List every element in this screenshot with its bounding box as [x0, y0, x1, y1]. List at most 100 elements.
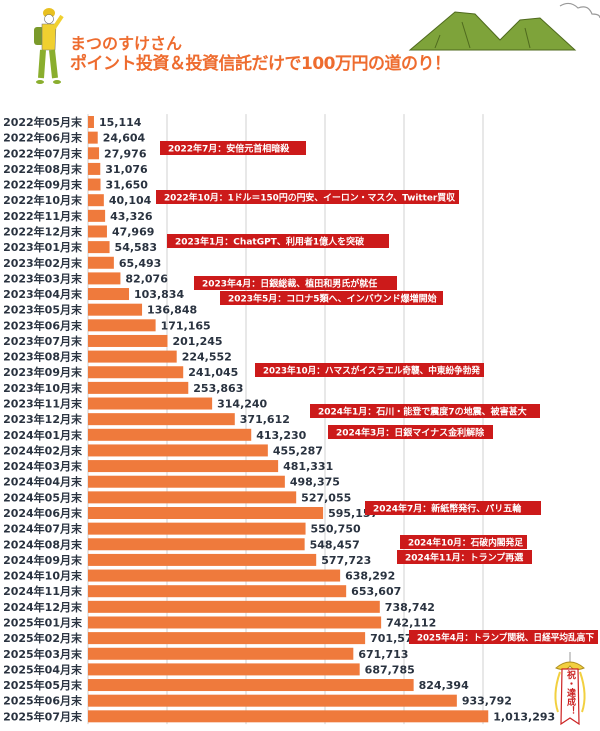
value-label: 40,104	[109, 194, 152, 207]
category-label: 2023年05月末	[3, 303, 83, 317]
bar	[88, 397, 213, 410]
value-label: 498,375	[290, 476, 340, 489]
value-label: 933,792	[462, 695, 512, 708]
event-annotation: 2024年11月：トランプ再選	[397, 550, 532, 564]
bar	[88, 663, 360, 676]
bar	[88, 694, 457, 707]
category-label: 2025年01月末	[3, 615, 83, 629]
category-label: 2022年10月末	[3, 193, 83, 207]
category-label: 2024年04月末	[3, 475, 83, 489]
category-label: 2022年11月末	[3, 209, 83, 223]
bar	[88, 209, 106, 222]
value-label: 103,834	[134, 288, 184, 301]
annotation-text: 2023年5月：コロナ5類へ、インバウンド爆増開始	[228, 293, 437, 305]
category-label: 2022年07月末	[3, 146, 83, 160]
value-label: 550,750	[311, 523, 361, 536]
category-label: 2024年06月末	[3, 506, 83, 520]
value-label: 638,292	[345, 570, 395, 583]
annotation-text: 2024年3月：日銀マイナス金利解除	[336, 427, 485, 439]
value-label: 65,493	[119, 257, 161, 270]
annotation-text: 2022年10月：1ドル＝150円の円安、イーロン・マスク、Twitter買収	[164, 192, 456, 204]
event-annotation: 2025年4月：トランプ関税、日経平均乱高下	[409, 630, 598, 644]
bar	[88, 585, 347, 598]
annotation-text: 2024年11月：トランプ再選	[405, 552, 524, 564]
category-label: 2024年12月末	[3, 600, 83, 614]
bar	[88, 225, 107, 238]
annotation-text: 2024年10月：石破内閣発足	[408, 537, 524, 549]
value-label: 47,969	[112, 225, 154, 238]
bar	[88, 241, 110, 254]
bar	[88, 381, 189, 394]
bar	[88, 413, 235, 426]
category-label: 2023年07月末	[3, 334, 83, 348]
value-label: 455,287	[273, 444, 323, 457]
value-label: 527,055	[301, 491, 351, 504]
category-label: 2023年01月末	[3, 240, 83, 254]
event-annotation: 2022年7月：安倍元首相暗殺	[160, 141, 306, 155]
value-label: 136,848	[147, 304, 197, 317]
bar	[88, 569, 341, 582]
category-label: 2024年09月末	[3, 553, 83, 567]
event-annotation: 2023年5月：コロナ5類へ、インバウンド爆増開始	[220, 291, 443, 305]
value-label: 31,650	[106, 179, 149, 192]
value-label: 548,457	[310, 538, 360, 551]
category-label: 2025年07月末	[3, 709, 83, 723]
value-label: 314,240	[217, 398, 267, 411]
bar	[88, 522, 306, 535]
value-label: 687,785	[365, 663, 415, 676]
bar	[88, 616, 382, 629]
category-label: 2023年08月末	[3, 350, 83, 364]
annotation-text: 2023年4月：日銀総裁、植田和男氏が就任	[202, 278, 377, 290]
event-annotation: 2024年3月：日銀マイナス金利解除	[328, 425, 493, 439]
event-annotation: 2024年7月：新紙幣発行、パリ五輪	[365, 501, 541, 515]
bar	[88, 647, 354, 660]
bar	[88, 460, 279, 473]
bar	[88, 256, 114, 269]
annotation-text: 2023年1月：ChatGPT、利用者1億人を突破	[175, 236, 365, 248]
value-label: 171,165	[161, 319, 211, 332]
category-label: 2024年01月末	[3, 428, 83, 442]
category-label: 2022年08月末	[3, 162, 83, 176]
category-label: 2023年06月末	[3, 318, 83, 332]
bar	[88, 288, 130, 301]
value-label: 224,552	[182, 351, 232, 364]
annotation-text: 2023年10月：ハマスがイスラエル奇襲、中東紛争勃発	[263, 365, 481, 377]
annotation-text: 2024年7月：新紙幣発行、パリ五輪	[373, 503, 522, 515]
bar	[88, 162, 101, 175]
category-label: 2023年11月末	[3, 397, 83, 411]
bar	[88, 507, 324, 519]
bar	[88, 350, 177, 363]
category-label: 2025年02月末	[3, 631, 83, 645]
value-label: 671,713	[358, 648, 408, 661]
category-label: 2023年10月末	[3, 381, 83, 395]
category-label: 2025年03月末	[3, 647, 83, 661]
value-label: 1,013,293	[493, 710, 555, 723]
event-annotation: 2023年10月：ハマスがイスラエル奇襲、中東紛争勃発	[255, 363, 484, 377]
bar	[88, 319, 156, 332]
bar	[88, 303, 143, 316]
value-label: 738,742	[385, 601, 435, 614]
bar	[88, 632, 366, 645]
category-label: 2022年05月末	[3, 115, 83, 129]
value-label: 27,976	[104, 147, 147, 160]
value-label: 15,114	[99, 116, 142, 129]
bar	[88, 710, 489, 723]
event-annotation: 2024年10月：石破内閣発足	[400, 535, 527, 549]
value-label: 577,723	[321, 554, 371, 567]
bar	[88, 538, 305, 551]
category-label: 2023年03月末	[3, 271, 83, 285]
value-label: 241,045	[188, 366, 238, 379]
category-label: 2024年05月末	[3, 490, 83, 504]
value-label: 24,604	[103, 132, 146, 145]
category-label: 2024年03月末	[3, 459, 83, 473]
bar	[88, 444, 268, 457]
category-label: 2025年06月末	[3, 694, 83, 708]
bar	[88, 178, 101, 191]
category-label: 2025年05月末	[3, 678, 83, 692]
category-label: 2024年08月末	[3, 537, 83, 551]
bar	[88, 553, 317, 566]
bar	[88, 131, 98, 144]
value-label: 413,230	[256, 429, 306, 442]
category-label: 2024年11月末	[3, 584, 83, 598]
